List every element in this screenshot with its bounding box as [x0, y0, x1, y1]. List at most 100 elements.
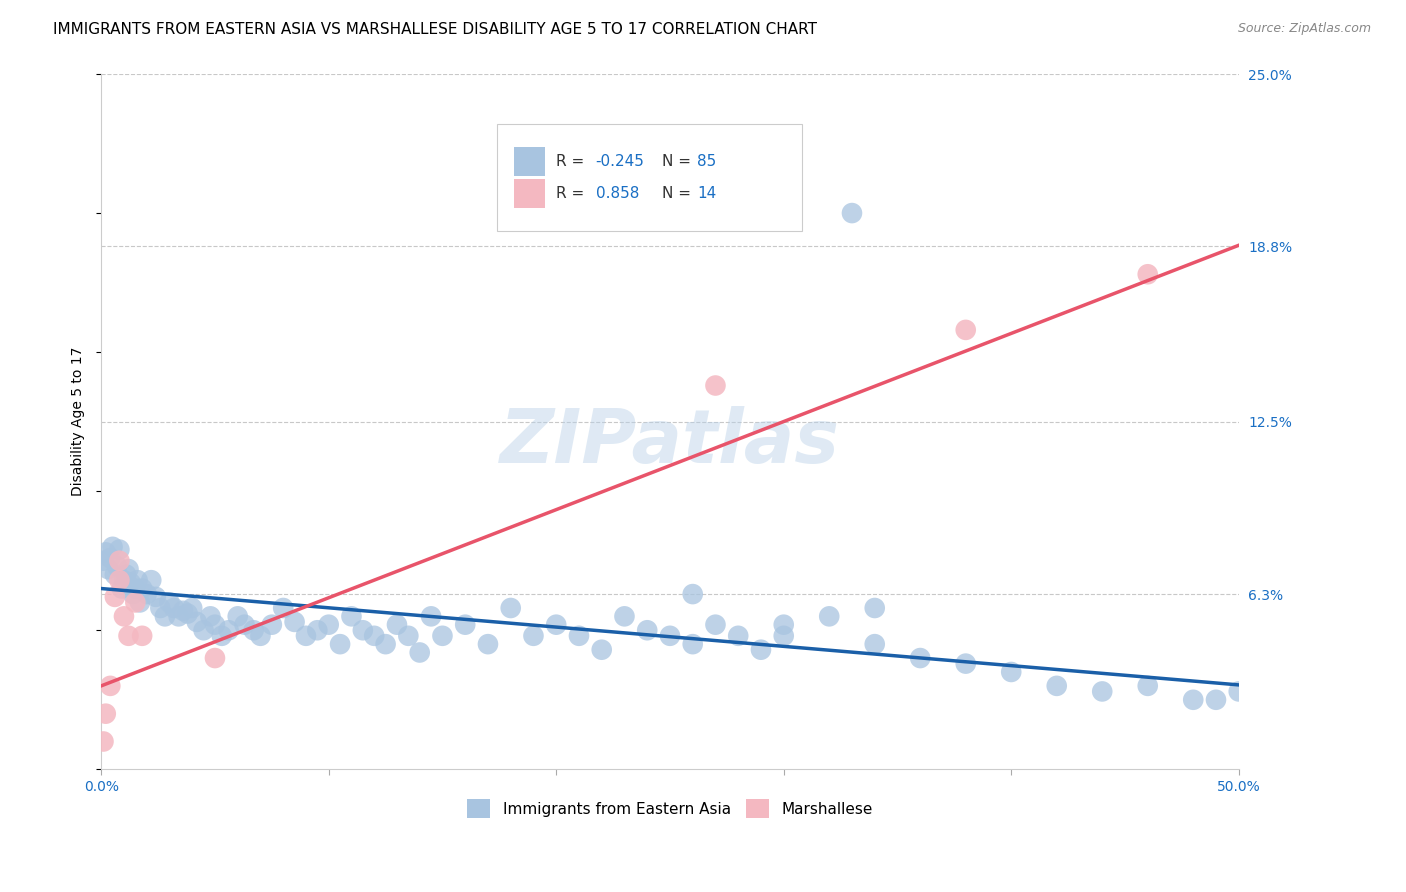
Y-axis label: Disability Age 5 to 17: Disability Age 5 to 17 [72, 347, 86, 496]
Point [149, 601, 172, 615]
Point [93, 734, 115, 748]
Point [159, 595, 181, 609]
Point [659, 629, 682, 643]
Point [454, 617, 477, 632]
Text: ZIPatlas: ZIPatlas [501, 406, 839, 479]
Point [249, 629, 271, 643]
Point [98, 550, 121, 565]
Point [131, 629, 153, 643]
Point [218, 624, 240, 638]
Point [772, 629, 794, 643]
Point [112, 609, 135, 624]
Point [271, 601, 294, 615]
Point [124, 595, 146, 609]
Point [396, 629, 419, 643]
Point [108, 573, 131, 587]
Point [97, 562, 120, 576]
Point [636, 624, 658, 638]
Point [193, 624, 215, 638]
Point [104, 590, 127, 604]
Point [104, 567, 127, 582]
Point [329, 637, 352, 651]
Point [591, 642, 613, 657]
Point [352, 624, 374, 638]
Text: 14: 14 [697, 186, 716, 201]
Point [374, 637, 396, 651]
Point [111, 582, 134, 596]
Point [340, 609, 363, 624]
Text: N =: N = [662, 186, 696, 201]
Point [1239, 673, 1261, 688]
Point [385, 617, 408, 632]
Point [318, 617, 340, 632]
Point [522, 629, 544, 643]
Legend: Immigrants from Eastern Asia, Marshallese: Immigrants from Eastern Asia, Marshalles… [461, 793, 879, 824]
Text: IMMIGRANTS FROM EASTERN ASIA VS MARSHALLESE DISABILITY AGE 5 TO 17 CORRELATION C: IMMIGRANTS FROM EASTERN ASIA VS MARSHALL… [53, 22, 817, 37]
Text: 0.858: 0.858 [596, 186, 638, 201]
Point [749, 642, 772, 657]
Point [112, 573, 135, 587]
Point [105, 559, 128, 574]
Point [955, 657, 977, 671]
Point [145, 590, 167, 604]
Point [94, 545, 117, 559]
Point [108, 554, 131, 568]
Point [1046, 679, 1069, 693]
Point [117, 562, 139, 576]
Text: Source: ZipAtlas.com: Source: ZipAtlas.com [1237, 22, 1371, 36]
Point [211, 629, 233, 643]
Point [1205, 693, 1227, 707]
Point [1136, 679, 1159, 693]
Point [181, 601, 204, 615]
Point [409, 645, 432, 659]
Point [613, 609, 636, 624]
Point [1182, 693, 1205, 707]
Point [128, 595, 150, 609]
Point [163, 601, 186, 615]
Point [682, 637, 704, 651]
Point [226, 609, 249, 624]
Text: N =: N = [662, 154, 696, 169]
Point [841, 206, 863, 220]
Point [1136, 267, 1159, 281]
Point [200, 609, 222, 624]
Point [1227, 684, 1250, 698]
Point [204, 651, 226, 665]
Point [120, 576, 142, 591]
Point [135, 587, 157, 601]
Point [955, 323, 977, 337]
Point [499, 601, 522, 615]
Point [115, 567, 138, 582]
Point [93, 554, 115, 568]
Point [682, 587, 704, 601]
Point [98, 679, 121, 693]
Point [420, 609, 443, 624]
Point [172, 604, 194, 618]
Text: R =: R = [557, 154, 589, 169]
Point [1091, 684, 1114, 698]
Point [477, 637, 499, 651]
Point [94, 706, 117, 721]
Point [1000, 665, 1022, 679]
Point [432, 629, 454, 643]
Point [546, 617, 568, 632]
Point [863, 637, 886, 651]
Point [727, 629, 749, 643]
Point [772, 617, 794, 632]
Point [124, 582, 146, 596]
Point [704, 378, 727, 392]
Point [204, 617, 226, 632]
Point [363, 629, 385, 643]
Point [260, 617, 283, 632]
Point [127, 573, 149, 587]
Point [704, 617, 727, 632]
Point [117, 629, 139, 643]
Point [153, 609, 176, 624]
Point [863, 601, 886, 615]
Text: 85: 85 [697, 154, 716, 169]
Point [307, 624, 329, 638]
Point [910, 651, 932, 665]
Point [108, 542, 131, 557]
Point [242, 624, 264, 638]
Point [101, 540, 124, 554]
